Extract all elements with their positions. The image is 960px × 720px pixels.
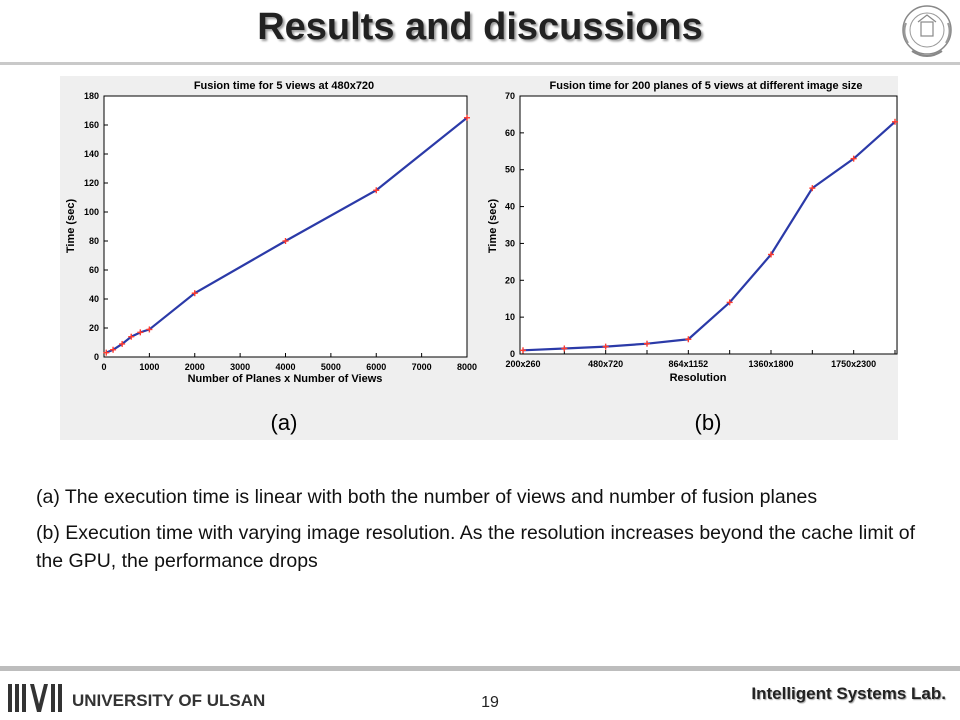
chart-a-ytick-label: 180 — [84, 91, 99, 101]
chart-b-xtick-label: 480x720 — [588, 359, 623, 369]
chart-a: Fusion time for 5 views at 480x720 0 1000… — [65, 80, 477, 435]
figure-svg: Fusion time for 5 views at 480x720 0 1000… — [65, 80, 898, 435]
chart-b-point — [520, 347, 526, 354]
chart-a-point — [119, 340, 126, 347]
footer-divider — [0, 666, 960, 671]
chart-b-ytick-label: 20 — [505, 275, 515, 285]
chart-b-point — [685, 336, 692, 343]
chart-b-ytick-label: 40 — [505, 202, 515, 212]
figure-description: (a) The execution time is linear with bo… — [36, 483, 926, 583]
chart-a-ytick-label: 20 — [89, 323, 99, 333]
chart-b-ytick-label: 50 — [505, 165, 515, 175]
university-seal-icon — [902, 5, 952, 57]
chart-a-xtick-label: 6000 — [366, 362, 386, 372]
chart-a-xtick-label: 1000 — [139, 362, 159, 372]
description-a: (a) The execution time is linear with bo… — [36, 486, 818, 508]
chart-a-point — [146, 326, 153, 333]
university-logo: UNIVERSITY OF ULSAN — [8, 684, 265, 712]
page-number: 19 — [481, 694, 499, 711]
chart-a-xtick-label: 4000 — [275, 362, 295, 372]
chart-b-ticks: 0 10 20 30 40 50 60 70 200x260 480x720 864x1152 136… — [505, 91, 896, 369]
chart-b-point — [602, 343, 609, 350]
university-logo-icon — [8, 684, 62, 712]
chart-b-ylabel: Time (sec) — [487, 199, 499, 254]
chart-b-xtick-label: 864x1152 — [669, 359, 709, 369]
chart-a-point — [373, 187, 380, 194]
slide-title: Results and discussions — [257, 6, 703, 48]
chart-a-ytick-label: 40 — [89, 294, 99, 304]
chart-b-series-line — [522, 120, 896, 352]
chart-a-ytick-label: 120 — [84, 178, 99, 188]
chart-b-point — [768, 251, 774, 258]
chart-a-ytick-label: 80 — [89, 236, 99, 246]
chart-b-point — [850, 155, 857, 162]
chart-a-axes-box — [103, 95, 468, 358]
chart-a-series-line — [105, 116, 468, 354]
chart-a-xtick-label: 3000 — [230, 362, 250, 372]
chart-a-point — [110, 346, 117, 353]
chart-a-ytick-label: 0 — [94, 352, 99, 362]
chart-a-caption: (a) — [271, 410, 298, 435]
title-divider — [0, 62, 960, 65]
chart-a-point — [137, 329, 144, 336]
chart-b-point — [809, 185, 816, 192]
description-b: (b) Execution time with varying image re… — [36, 522, 916, 572]
chart-b-ytick-label: 30 — [505, 238, 515, 248]
chart-a-ytick-label: 100 — [84, 207, 99, 217]
chart-b-title: Fusion time for 200 planes of 5 views at… — [550, 80, 863, 92]
university-name: UNIVERSITY OF ULSAN — [72, 691, 265, 710]
chart-b-point — [726, 299, 733, 306]
chart-b-ytick-label: 60 — [505, 128, 515, 138]
chart-b-ytick-label: 0 — [510, 349, 515, 359]
chart-b-xlabel: Resolution — [670, 372, 727, 384]
chart-b-point — [561, 345, 568, 352]
chart-a-xtick-label: 7000 — [412, 362, 432, 372]
chart-a-xtick-label: 5000 — [321, 362, 341, 372]
chart-b-ytick-label: 70 — [505, 91, 515, 101]
chart-a-ytick-label: 160 — [84, 120, 99, 130]
chart-a-xtick-label: 2000 — [185, 362, 205, 372]
chart-a-point — [282, 238, 289, 244]
chart-b-xtick-label: 200x260 — [505, 359, 540, 369]
chart-b-caption: (b) — [695, 410, 722, 435]
chart-a-xlabel: Number of Planes x Number of Views — [188, 373, 383, 385]
chart-a-plot — [103, 114, 470, 356]
chart-b-axes-box — [519, 95, 898, 355]
chart-a-ytick-label: 140 — [84, 149, 99, 159]
figure-panel: Fusion time for 5 views at 480x720 0 1000… — [60, 76, 898, 440]
chart-a-point — [191, 290, 198, 297]
chart-b-xtick-label: 1360x1800 — [748, 359, 793, 369]
chart-b-point — [644, 340, 650, 347]
lab-name: Intelligent Systems Lab. — [751, 684, 946, 703]
chart-a-point — [103, 349, 110, 356]
chart-b-plot — [520, 118, 898, 354]
chart-a-ylabel: Time (sec) — [65, 199, 77, 254]
chart-a-point — [464, 114, 470, 121]
chart-b-ytick-label: 10 — [505, 312, 515, 322]
chart-a-point — [128, 333, 135, 340]
chart-a-xtick-label: 0 — [101, 362, 106, 372]
chart-b: Fusion time for 200 planes of 5 views at… — [487, 80, 898, 435]
chart-b-xtick-label: 1750x2300 — [831, 359, 876, 369]
chart-a-title: Fusion time for 5 views at 480x720 — [194, 80, 374, 92]
chart-b-point — [892, 118, 898, 125]
chart-a-ytick-label: 60 — [89, 265, 99, 275]
chart-a-xtick-label: 8000 — [457, 362, 477, 372]
chart-a-ticks: 0 1000 2000 3000 4000 5000 6000 7000 8000 0 20 40 60… — [84, 91, 477, 372]
